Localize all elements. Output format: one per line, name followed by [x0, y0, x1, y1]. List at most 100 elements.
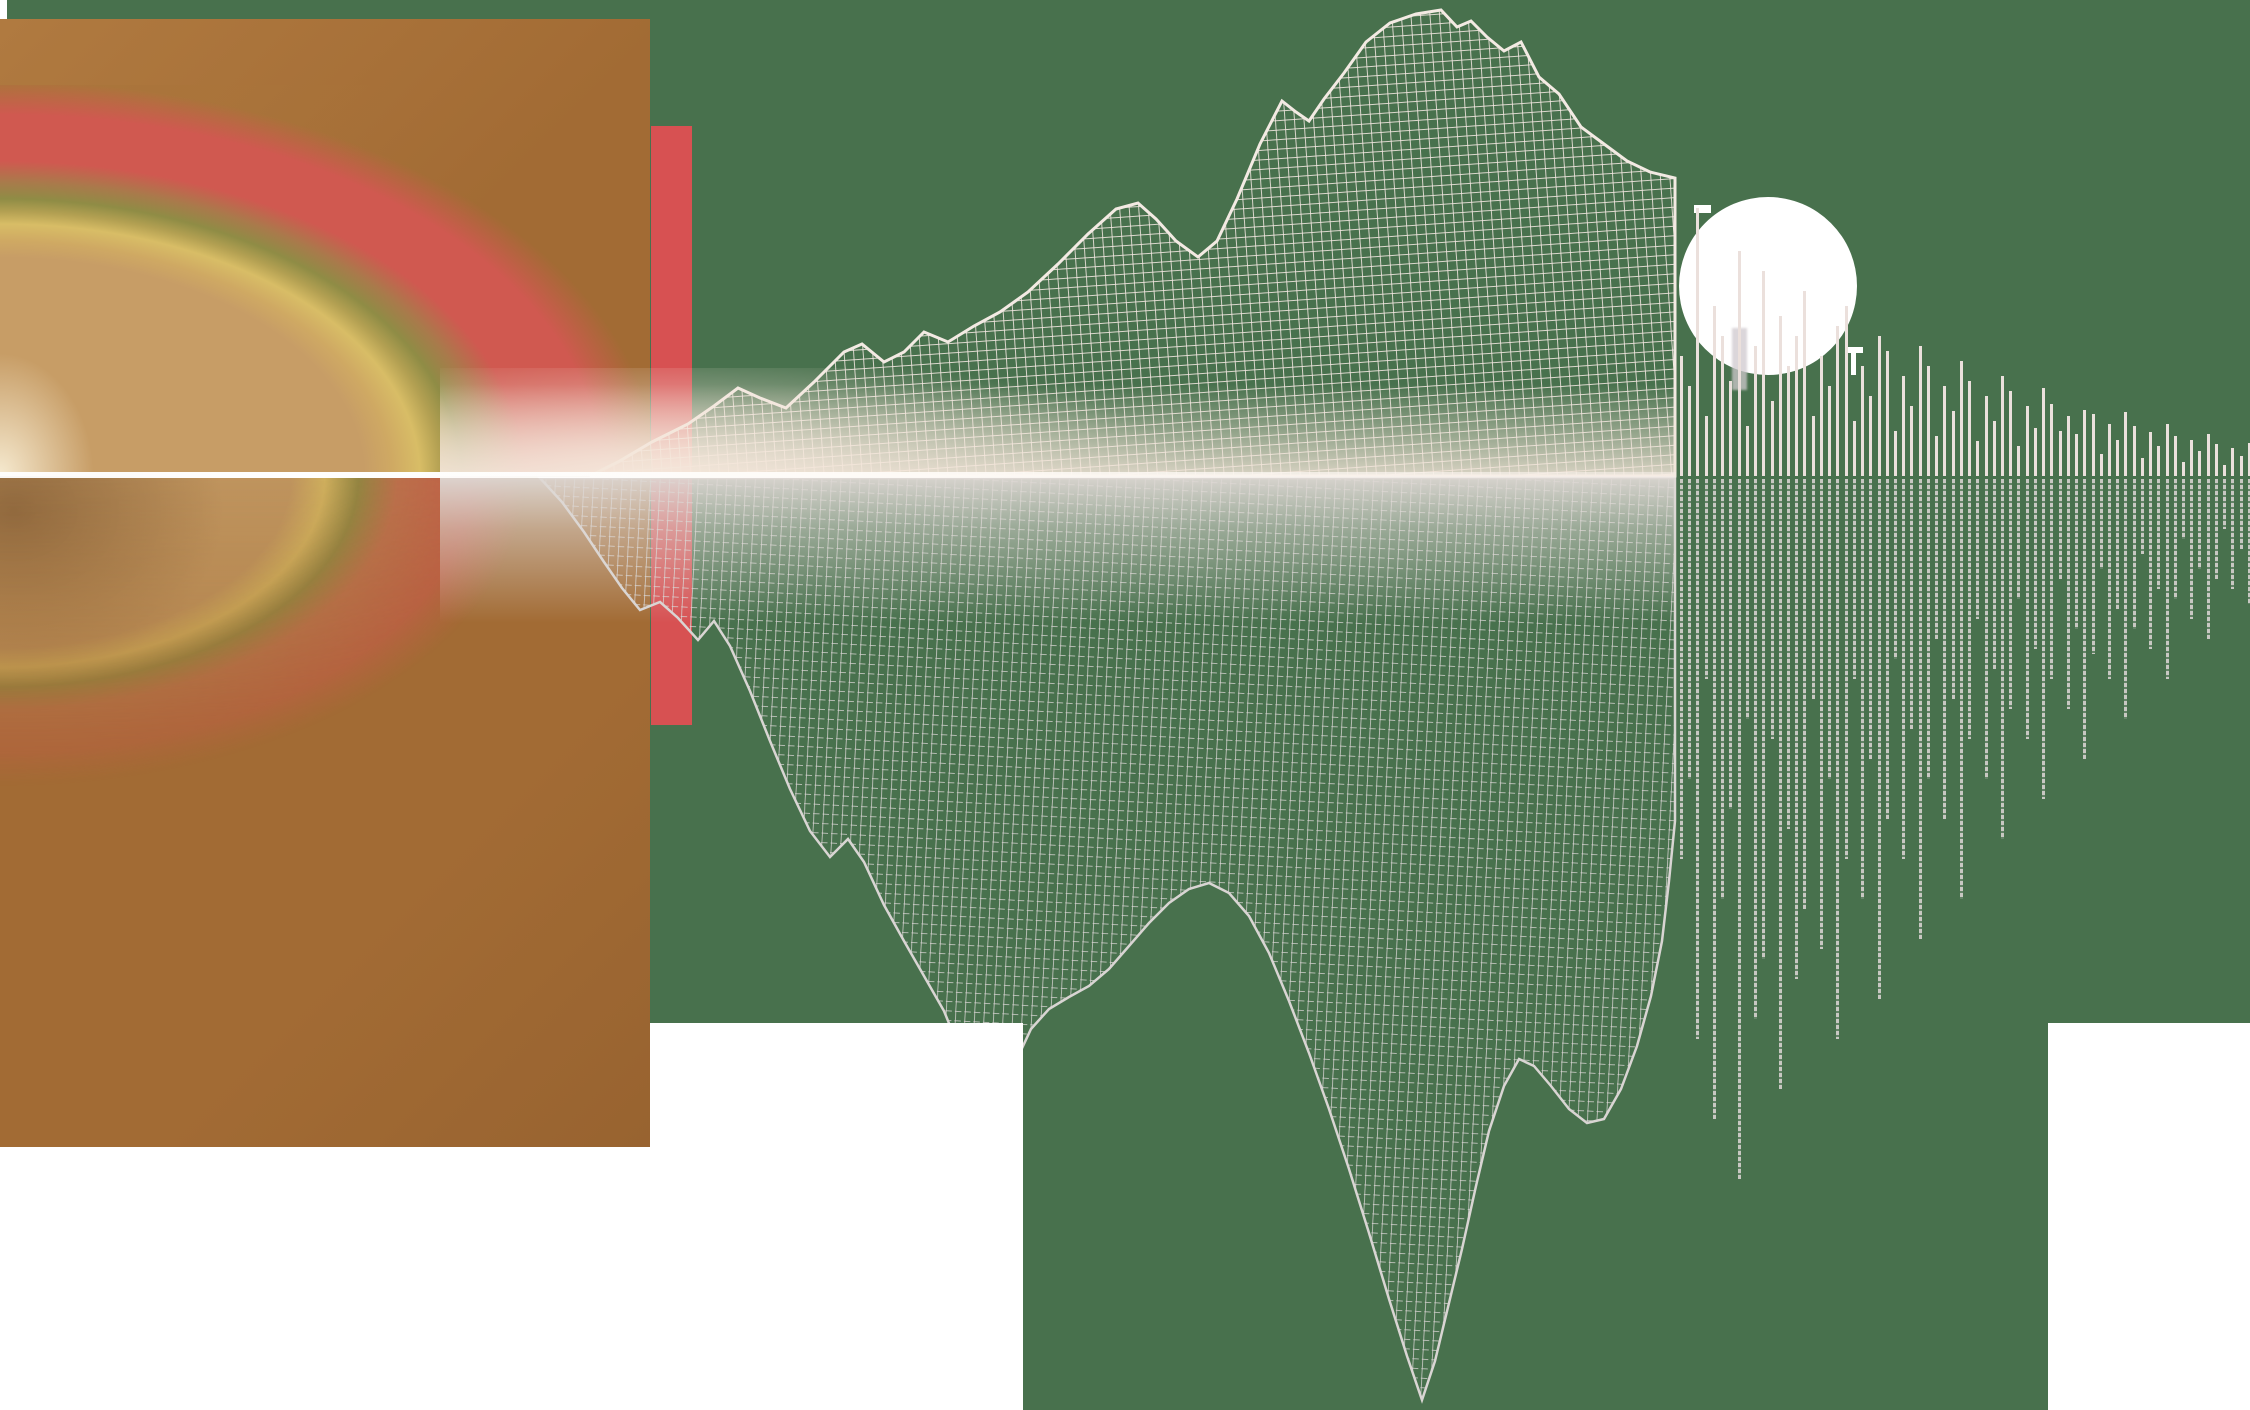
- waveform-bar-reflection: [1696, 479, 1699, 1039]
- waveform-bar-reflection: [1935, 479, 1938, 639]
- waveform-bar: [2042, 388, 2045, 476]
- waveform-bar: [1976, 441, 1979, 476]
- waveform-bar-reflection: [1952, 479, 1955, 699]
- waveform-bar: [1696, 208, 1699, 476]
- waveform-bar-reflection: [1721, 479, 1724, 899]
- waveform-bar: [2182, 462, 2185, 476]
- glitch-mark: [1851, 353, 1856, 375]
- waveform-bar-reflection: [1738, 479, 1741, 1179]
- waveform-bar: [1721, 336, 1724, 476]
- waveform-bar: [1919, 346, 1922, 476]
- water-reflection-band: [440, 478, 1676, 623]
- waveform-bar-reflection: [1853, 479, 1856, 679]
- waveform-bar: [1861, 366, 1864, 476]
- waveform-bar-reflection: [1845, 479, 1848, 859]
- waveform-bar-reflection: [2198, 479, 2201, 569]
- waveform-bar: [2034, 428, 2037, 476]
- waveform-bar-reflection: [2067, 479, 2070, 709]
- waveform-bar: [2083, 410, 2086, 476]
- waterline: [0, 472, 1676, 478]
- waveform-bar: [2092, 414, 2095, 476]
- glitch-mark: [1845, 347, 1863, 353]
- waveform-bar: [2141, 458, 2144, 476]
- waveform-bar: [2001, 376, 2004, 476]
- waveform-bar: [2207, 434, 2210, 476]
- waveform-bar-reflection: [1795, 479, 1798, 979]
- waveform-bar: [1738, 251, 1741, 476]
- waveform-bar-reflection: [2124, 479, 2127, 719]
- waveform-bar-reflection: [2190, 479, 2193, 619]
- waveform-bar: [1803, 291, 1806, 476]
- waveform-bar-reflection: [2042, 479, 2045, 799]
- moon: [1679, 197, 1857, 375]
- waveform-bar-reflection: [1688, 479, 1691, 779]
- waveform-bar: [2075, 434, 2078, 476]
- waveform-bar-reflection: [1713, 479, 1716, 1119]
- white-notch: [650, 1023, 1023, 1410]
- waveform-bar-reflection: [2240, 479, 2243, 549]
- waveform-bar: [2223, 465, 2226, 476]
- waveform-bar-reflection: [1836, 479, 1839, 1039]
- waveform-bar-reflection: [1869, 479, 1872, 759]
- waveform-bar: [1680, 356, 1683, 476]
- waveform-bar-reflection: [2133, 479, 2136, 629]
- waveform-bar-reflection: [1943, 479, 1946, 819]
- waveform-bar-reflection: [1902, 479, 1905, 859]
- waveform-bar-reflection: [2026, 479, 2029, 739]
- waveform-bar-reflection: [1985, 479, 1988, 779]
- waveform-bar-reflection: [1927, 479, 1930, 779]
- waveform-bar: [2017, 446, 2020, 476]
- waveform-bar: [2108, 424, 2111, 476]
- waveform-bar-reflection: [1746, 479, 1749, 719]
- waveform-bar-reflection: [1787, 479, 1790, 829]
- waveform-bar: [1902, 376, 1905, 476]
- waveform-bar: [2009, 391, 2012, 476]
- waveform-bar-reflection: [1754, 479, 1757, 1019]
- waveform-bar: [1729, 381, 1732, 476]
- mountain-reflection-mesh: [537, 476, 1677, 1404]
- waveform-bar: [2157, 446, 2160, 476]
- waveform-bar: [1713, 306, 1716, 476]
- waveform-bar-reflection: [1705, 479, 1708, 679]
- waveform-bar-reflection: [2092, 479, 2095, 654]
- waveform-bar: [1960, 361, 1963, 476]
- waveform-bar-reflection: [1968, 479, 1971, 739]
- waveform-bar: [1845, 306, 1848, 476]
- waveform-bar: [1828, 386, 1831, 476]
- glitch-mark: [1694, 205, 1711, 213]
- waveform-bar: [1771, 401, 1774, 476]
- waveform-bar: [2124, 412, 2127, 476]
- waveform-bar-reflection: [1993, 479, 1996, 669]
- waveform-bar: [2050, 404, 2053, 476]
- waveform-bar: [1993, 421, 1996, 476]
- waveform-bar-reflection: [1861, 479, 1864, 899]
- waveform-bar-reflection: [2207, 479, 2210, 639]
- waveform-bar-reflection: [1960, 479, 1963, 899]
- waveform-bar: [2067, 416, 2070, 476]
- waveform-bar-reflection: [1910, 479, 1913, 729]
- waveform-bar: [1968, 381, 1971, 476]
- waveform-bar: [2026, 406, 2029, 476]
- waveform-bar-reflection: [2157, 479, 2160, 589]
- waveform-bar-reflection: [1779, 479, 1782, 1089]
- waveform-bar: [1746, 426, 1749, 476]
- waveform-bar: [1910, 406, 1913, 476]
- waveform-bar-reflection: [1919, 479, 1922, 939]
- waveform-bar-reflection: [2050, 479, 2053, 679]
- green-background-lower: [1023, 1023, 2048, 1410]
- waveform-bar-reflection: [2223, 479, 2226, 529]
- waveform-bar: [2248, 443, 2250, 476]
- waveform-bar-reflection: [1812, 479, 1815, 699]
- waveform-bar: [1886, 351, 1889, 476]
- waveform-bar-reflection: [1976, 479, 1979, 619]
- waveform-bar-reflection: [2182, 479, 2185, 539]
- waveform-bar: [1762, 271, 1765, 476]
- waveform-bar-reflection: [2100, 479, 2103, 569]
- waveform-bar: [1985, 396, 1988, 476]
- waveform-bar: [1853, 421, 1856, 476]
- waveform-bar-reflection: [2075, 479, 2078, 629]
- waveform-bar-reflection: [1680, 479, 1683, 859]
- waveform-bar-reflection: [1886, 479, 1889, 819]
- waveform-bar: [2174, 436, 2177, 476]
